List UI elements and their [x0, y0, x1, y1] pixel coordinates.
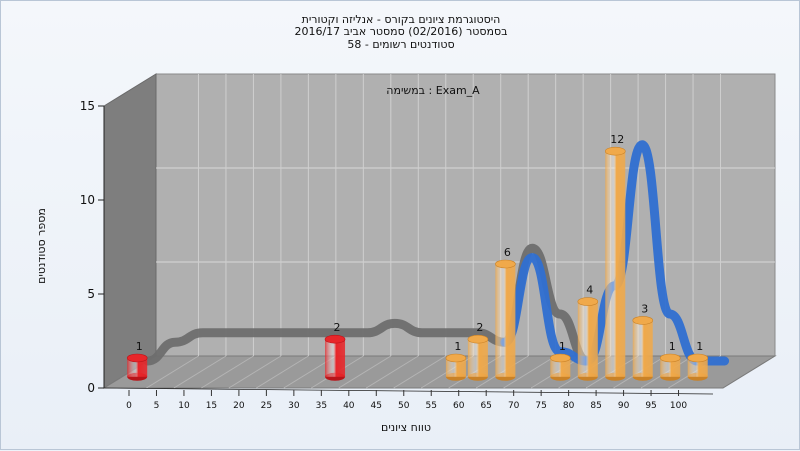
- bar-top: [324, 334, 346, 344]
- x-tick-label: 25: [261, 401, 272, 411]
- x-tick-label: 45: [371, 401, 382, 411]
- x-tick-label: 95: [645, 401, 656, 411]
- x-tick-label: 30: [288, 401, 300, 411]
- y-tick-label: 15: [80, 99, 95, 113]
- bar-top: [632, 316, 654, 325]
- bar-top: [659, 353, 681, 363]
- floor-gridline: [256, 355, 309, 389]
- bar-value-label: 3: [641, 302, 648, 315]
- chart-title-line-2: בסמסטר (02/2016) סמסטר אביב 2016/17: [294, 25, 508, 38]
- bar: 2: [324, 321, 346, 381]
- bar: 6: [495, 246, 516, 381]
- back-wall: [155, 73, 776, 357]
- floor-gridline: [201, 355, 254, 389]
- bar-body: [467, 339, 488, 377]
- side-wall: [103, 73, 157, 389]
- floor-gridline: [146, 355, 199, 389]
- bar-value-label: 1: [454, 340, 461, 353]
- bar-top: [577, 297, 599, 306]
- bar-body: [632, 320, 653, 377]
- floor-gridline: [173, 355, 227, 389]
- bar: 1: [659, 340, 681, 381]
- floor-gridline: [228, 355, 282, 389]
- x-tick-label: 75: [535, 401, 546, 411]
- bar-body: [550, 358, 571, 377]
- floor-gridline: [338, 355, 392, 389]
- x-tick-label: 35: [316, 401, 327, 411]
- chart-title-line-3: סטודנטים רשומים - 58: [347, 38, 455, 51]
- x-tick-label: 20: [233, 401, 245, 411]
- bar: 1: [550, 340, 571, 381]
- bar: 12: [604, 133, 626, 381]
- bar-value-label: 4: [586, 284, 593, 297]
- bar: 4: [577, 284, 599, 381]
- y-axis-label: מספר סטודנטים: [35, 208, 48, 284]
- x-tick-label: 100: [670, 401, 687, 411]
- bar-top: [550, 353, 571, 363]
- x-tick-label: 60: [453, 401, 465, 411]
- bar-value-label: 6: [504, 246, 511, 259]
- x-tick-label: 55: [426, 401, 437, 411]
- x-tick-label: 90: [618, 401, 630, 411]
- bar-value-label: 2: [476, 321, 483, 334]
- bar-value-label: 12: [610, 133, 624, 146]
- x-tick-label: 40: [343, 401, 355, 411]
- x-tick-label: 70: [508, 401, 520, 411]
- bar: 2: [467, 321, 489, 381]
- x-tick-label: 10: [178, 401, 190, 411]
- y-tick-label: 10: [80, 193, 95, 207]
- y-tick-label: 0: [87, 381, 95, 395]
- x-tick-label: 65: [480, 401, 491, 411]
- bar: 1: [687, 340, 709, 381]
- bar-top: [687, 353, 709, 363]
- bar-body: [660, 358, 681, 377]
- bar: 1: [126, 340, 148, 381]
- bar-value-label: 1: [136, 340, 143, 353]
- bar-body: [687, 358, 708, 377]
- y-tick-label: 5: [87, 287, 95, 301]
- bar-body: [325, 339, 346, 377]
- bar-top: [604, 146, 626, 156]
- bar-body: [445, 358, 466, 377]
- bar-value-label: 2: [334, 321, 341, 334]
- chart-title-line-1: היסטוגרמת ציונים בקורס - אנליזה וקטורית: [301, 13, 501, 26]
- floor-gridline: [366, 355, 419, 389]
- bar-top: [445, 353, 467, 363]
- bar-body: [605, 151, 626, 377]
- bar-top: [467, 334, 489, 344]
- bar-top: [126, 353, 148, 363]
- bar-body: [495, 264, 516, 377]
- bar-value-label: 1: [669, 340, 676, 353]
- bar: 3: [632, 302, 654, 381]
- floor-gridline: [393, 355, 447, 389]
- bar: 1: [445, 340, 467, 381]
- gray-curve: [143, 318, 510, 366]
- x-tick-label: 15: [206, 401, 217, 411]
- x-axis-line: [103, 387, 714, 395]
- x-tick-label: 85: [590, 401, 601, 411]
- bar-body: [127, 358, 148, 377]
- x-tick-label: 50: [398, 401, 410, 411]
- bar-body: [577, 301, 598, 377]
- bar-value-label: 1: [696, 340, 703, 353]
- bar-value-label: 1: [559, 340, 566, 353]
- x-axis-label: טווח ציונים: [381, 421, 431, 434]
- x-tick-label: 5: [154, 401, 160, 411]
- floor-gridline: [503, 355, 556, 389]
- exam-annotation: במשימה : Exam_A: [386, 84, 480, 97]
- bar-top: [495, 259, 516, 269]
- x-tick-label: 0: [126, 401, 132, 411]
- x-tick-label: 80: [563, 401, 575, 411]
